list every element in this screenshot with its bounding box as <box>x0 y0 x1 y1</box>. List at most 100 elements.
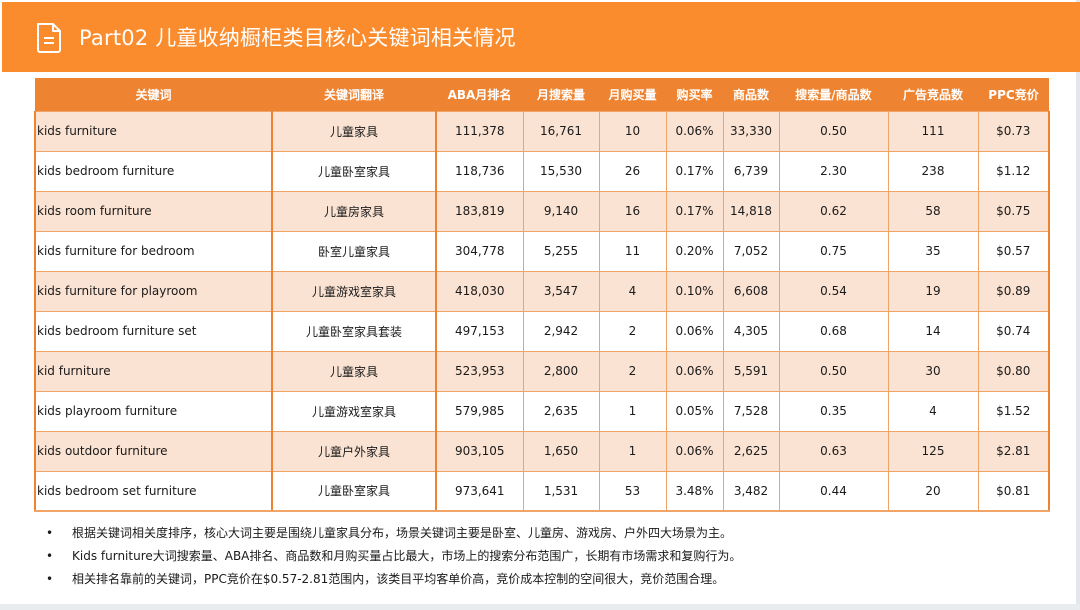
cell-keyword: kids outdoor furniture <box>34 430 273 472</box>
cell-translation: 儿童户外家具 <box>271 430 437 472</box>
cell-translation: 儿童卧室家具 <box>271 470 437 512</box>
cell-ad-competitors: 125 <box>887 430 979 472</box>
table-row: kids furniture for bedroom 卧室儿童家具 304,778 5… <box>34 230 1050 272</box>
cell-product-count: 6,739 <box>722 150 780 192</box>
cell-purchase-rate: 0.06% <box>665 110 724 152</box>
table-row: kids furniture for playroom 儿童游戏室家具 418,03… <box>34 270 1050 312</box>
cell-monthly-purchase: 1 <box>598 390 667 432</box>
cell-product-count: 6,608 <box>722 270 780 312</box>
cell-product-count: 2,625 <box>722 430 780 472</box>
column-header-purchase-rate: 购买率 <box>666 78 723 111</box>
cell-ppc-bid: $2.81 <box>977 430 1050 472</box>
cell-aba-rank: 523,953 <box>435 350 524 392</box>
cell-search-per-product: 0.75 <box>778 230 889 272</box>
cell-search-per-product: 0.68 <box>778 310 889 352</box>
cell-monthly-search: 3,547 <box>522 270 600 312</box>
column-header-aba-rank: ABA月排名 <box>436 78 523 111</box>
cell-ad-competitors: 19 <box>887 270 979 312</box>
table-body: kids furniture 儿童家具 111,378 16,761 10 0.06% 33… <box>34 110 1050 512</box>
cell-translation: 儿童卧室家具 <box>271 150 437 192</box>
cell-ppc-bid: $0.81 <box>977 470 1050 512</box>
cell-monthly-purchase: 1 <box>598 430 667 472</box>
cell-monthly-search: 1,531 <box>522 470 600 512</box>
cell-ppc-bid: $1.12 <box>977 150 1050 192</box>
cell-keyword: kids furniture for bedroom <box>34 230 273 272</box>
table-header-row: 关键词 关键词翻译 ABA月排名 月搜索量 月购买量 购买率 商品数 搜索量/商… <box>35 78 1049 111</box>
column-header-monthly-purchase: 月购买量 <box>599 78 666 111</box>
page-title: Part02 儿童收纳橱柜类目核心关键词相关情况 <box>79 26 516 50</box>
cell-keyword: kids bedroom furniture <box>34 150 273 192</box>
column-header-monthly-search: 月搜索量 <box>523 78 599 111</box>
column-header-ad-competitors: 广告竞品数 <box>888 78 978 111</box>
cell-translation: 儿童游戏室家具 <box>271 390 437 432</box>
cell-ppc-bid: $0.57 <box>977 230 1050 272</box>
keyword-table: 关键词 关键词翻译 ABA月排名 月搜索量 月购买量 购买率 商品数 搜索量/商… <box>34 78 1050 512</box>
note-text: Kids furniture大词搜索量、ABA排名、商品数和月购买量占比最大，市… <box>72 549 742 563</box>
cell-purchase-rate: 0.06% <box>665 350 724 392</box>
table-row: kids room furniture 儿童房家具 183,819 9,140 16 0.… <box>34 190 1050 232</box>
cell-keyword: kids furniture <box>34 110 273 152</box>
cell-aba-rank: 183,819 <box>435 190 524 232</box>
table-row: kids bedroom set furniture 儿童卧室家具 973,641 1… <box>34 470 1050 512</box>
cell-product-count: 3,482 <box>722 470 780 512</box>
cell-ad-competitors: 58 <box>887 190 979 232</box>
cell-keyword: kids bedroom furniture set <box>34 310 273 352</box>
table-row: kids playroom furniture 儿童游戏室家具 579,985 2,6… <box>34 390 1050 432</box>
cell-monthly-purchase: 16 <box>598 190 667 232</box>
cell-ad-competitors: 30 <box>887 350 979 392</box>
table-row: kids bedroom furniture 儿童卧室家具 118,736 15,53… <box>34 150 1050 192</box>
column-header-ppc-bid: PPC竞价 <box>978 78 1049 111</box>
cell-monthly-purchase: 53 <box>598 470 667 512</box>
cell-ppc-bid: $0.89 <box>977 270 1050 312</box>
cell-product-count: 4,305 <box>722 310 780 352</box>
cell-ad-competitors: 35 <box>887 230 979 272</box>
cell-monthly-search: 1,650 <box>522 430 600 472</box>
cell-aba-rank: 111,378 <box>435 110 524 152</box>
cell-search-per-product: 0.54 <box>778 270 889 312</box>
cell-monthly-purchase: 26 <box>598 150 667 192</box>
cell-purchase-rate: 0.10% <box>665 270 724 312</box>
cell-translation: 儿童游戏室家具 <box>271 270 437 312</box>
cell-translation: 儿童家具 <box>271 110 437 152</box>
cell-ad-competitors: 4 <box>887 390 979 432</box>
table-row: kid furniture 儿童家具 523,953 2,800 2 0.06% 5,591… <box>34 350 1050 392</box>
bullet-icon: • <box>46 526 54 540</box>
cell-purchase-rate: 0.20% <box>665 230 724 272</box>
cell-purchase-rate: 0.06% <box>665 430 724 472</box>
cell-purchase-rate: 3.48% <box>665 470 724 512</box>
cell-monthly-purchase: 2 <box>598 350 667 392</box>
cell-purchase-rate: 0.17% <box>665 190 724 232</box>
cell-purchase-rate: 0.05% <box>665 390 724 432</box>
cell-ppc-bid: $0.75 <box>977 190 1050 232</box>
cell-ad-competitors: 111 <box>887 110 979 152</box>
cell-translation: 儿童家具 <box>271 350 437 392</box>
column-header-translation: 关键词翻译 <box>272 78 436 111</box>
cell-search-per-product: 0.62 <box>778 190 889 232</box>
cell-keyword: kid furniture <box>34 350 273 392</box>
cell-search-per-product: 0.44 <box>778 470 889 512</box>
bullet-icon: • <box>46 572 54 586</box>
cell-monthly-purchase: 10 <box>598 110 667 152</box>
cell-purchase-rate: 0.06% <box>665 310 724 352</box>
cell-ppc-bid: $0.73 <box>977 110 1050 152</box>
title-bar: Part02 儿童收纳橱柜类目核心关键词相关情况 <box>2 2 1080 72</box>
cell-monthly-purchase: 2 <box>598 310 667 352</box>
cell-product-count: 7,528 <box>722 390 780 432</box>
cell-aba-rank: 903,105 <box>435 430 524 472</box>
cell-translation: 儿童卧室家具套装 <box>271 310 437 352</box>
cell-search-per-product: 0.50 <box>778 110 889 152</box>
cell-product-count: 7,052 <box>722 230 780 272</box>
table-row: kids furniture 儿童家具 111,378 16,761 10 0.06% 33… <box>34 110 1050 152</box>
cell-keyword: kids furniture for playroom <box>34 270 273 312</box>
cell-search-per-product: 2.30 <box>778 150 889 192</box>
cell-ad-competitors: 20 <box>887 470 979 512</box>
cell-purchase-rate: 0.17% <box>665 150 724 192</box>
cell-product-count: 14,818 <box>722 190 780 232</box>
column-header-product-count: 商品数 <box>723 78 779 111</box>
note-item: • 相关排名靠前的关键词，PPC竞价在$0.57-2.81范围内，该类目平均客单价… <box>46 568 741 591</box>
note-item: • Kids furniture大词搜索量、ABA排名、商品数和月购买量占比最大，… <box>46 545 741 568</box>
cell-product-count: 33,330 <box>722 110 780 152</box>
note-text: 相关排名靠前的关键词，PPC竞价在$0.57-2.81范围内，该类目平均客单价高… <box>72 572 725 586</box>
cell-monthly-search: 16,761 <box>522 110 600 152</box>
